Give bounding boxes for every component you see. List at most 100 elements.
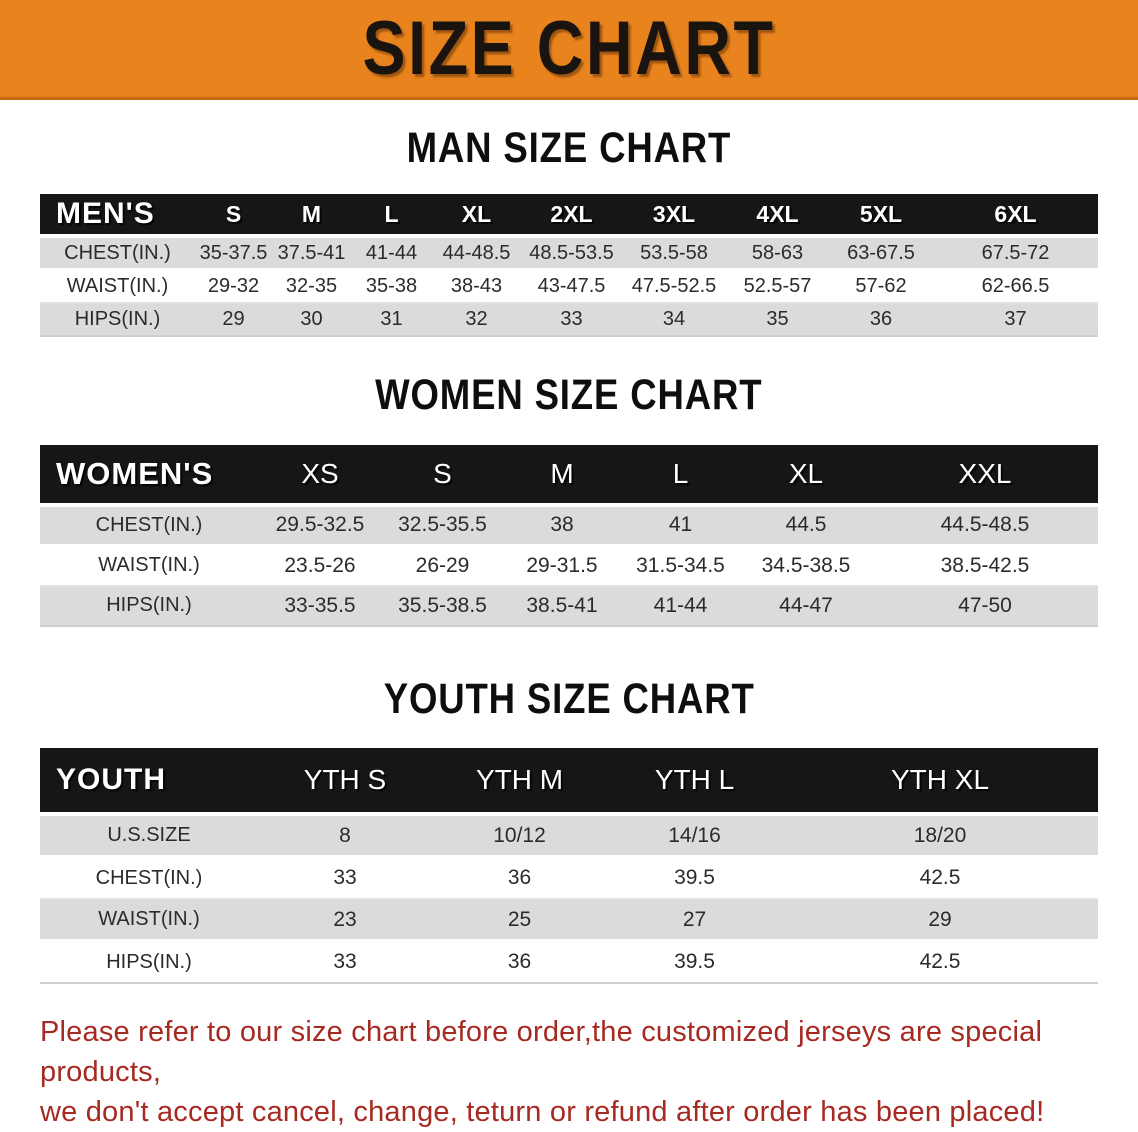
- size-cell: 47.5-52.5: [622, 271, 726, 305]
- size-cell: 23.5-26: [258, 546, 382, 587]
- size-col-header: YTH M: [432, 748, 607, 817]
- row-label: CHEST(IN.): [40, 506, 258, 547]
- size-cell: 32.5-35.5: [382, 506, 503, 547]
- banner: SIZE CHART: [0, 0, 1138, 100]
- size-cell: 36: [432, 942, 607, 985]
- size-col-header: YTH L: [607, 748, 782, 817]
- size-cell: 18/20: [782, 816, 1098, 859]
- women-section-heading: WOMEN SIZE CHART: [0, 371, 1138, 420]
- size-col-header: XXL: [872, 444, 1098, 507]
- size-col-header: M: [272, 194, 351, 239]
- size-cell: 31: [351, 304, 432, 338]
- size-cell: 25: [432, 900, 607, 943]
- size-cell: 42.5: [782, 858, 1098, 901]
- youth-size-table: YOUTH YTH S YTH M YTH L YTH XL U.S.SIZE …: [40, 748, 1098, 985]
- size-col-header: XL: [432, 194, 521, 239]
- row-label: U.S.SIZE: [40, 816, 258, 859]
- size-cell: 14/16: [607, 816, 782, 859]
- size-col-header: 2XL: [521, 194, 622, 239]
- notice-line-2: we don't accept cancel, change, teturn o…: [40, 1096, 1045, 1129]
- row-label: HIPS(IN.): [40, 586, 258, 627]
- size-col-header: S: [382, 444, 503, 507]
- men-heading-text: MAN SIZE CHART: [406, 124, 732, 172]
- size-cell: 35-37.5: [195, 238, 272, 272]
- size-cell: 62-66.5: [933, 271, 1098, 305]
- size-cell: 29: [195, 304, 272, 338]
- size-cell: 41-44: [351, 238, 432, 272]
- size-cell: 38.5-42.5: [872, 546, 1098, 587]
- size-cell: 37: [933, 304, 1098, 338]
- row-label: WAIST(IN.): [40, 546, 258, 587]
- banner-title: SIZE CHART: [362, 5, 776, 91]
- men-chest-row: CHEST(IN.) 35-37.5 37.5-41 41-44 44-48.5…: [40, 238, 1098, 272]
- women-waist-row: WAIST(IN.) 23.5-26 26-29 29-31.5 31.5-34…: [40, 546, 1098, 587]
- size-cell: 35: [726, 304, 829, 338]
- men-group-label: MEN'S: [40, 194, 195, 239]
- youth-header-row: YOUTH YTH S YTH M YTH L YTH XL: [40, 748, 1098, 817]
- size-cell: 8: [258, 816, 432, 859]
- size-cell: 32: [432, 304, 521, 338]
- women-hips-row: HIPS(IN.) 33-35.5 35.5-38.5 38.5-41 41-4…: [40, 586, 1098, 627]
- youth-chest-row: CHEST(IN.) 33 36 39.5 42.5: [40, 858, 1098, 901]
- size-cell: 29-32: [195, 271, 272, 305]
- size-col-header: L: [351, 194, 432, 239]
- size-col-header: 5XL: [829, 194, 933, 239]
- size-cell: 38: [503, 506, 621, 547]
- size-cell: 32-35: [272, 271, 351, 305]
- size-cell: 33: [521, 304, 622, 338]
- size-cell: 44.5: [740, 506, 872, 547]
- youth-hips-row: HIPS(IN.) 33 36 39.5 42.5: [40, 942, 1098, 985]
- size-cell: 53.5-58: [622, 238, 726, 272]
- size-cell: 44-47: [740, 586, 872, 627]
- size-cell: 36: [432, 858, 607, 901]
- size-cell: 47-50: [872, 586, 1098, 627]
- size-cell: 30: [272, 304, 351, 338]
- youth-heading-text: YOUTH SIZE CHART: [383, 674, 755, 723]
- size-cell: 67.5-72: [933, 238, 1098, 272]
- women-size-table: WOMEN'S XS S M L XL XXL CHEST(IN.) 29.5-…: [40, 444, 1098, 627]
- size-col-header: XS: [258, 444, 382, 507]
- size-col-header: 4XL: [726, 194, 829, 239]
- size-cell: 33-35.5: [258, 586, 382, 627]
- size-cell: 44.5-48.5: [872, 506, 1098, 547]
- size-col-header: YTH S: [258, 748, 432, 817]
- row-label: HIPS(IN.): [40, 304, 195, 338]
- size-cell: 48.5-53.5: [521, 238, 622, 272]
- men-section-heading: MAN SIZE CHART: [0, 124, 1138, 173]
- size-col-header: M: [503, 444, 621, 507]
- size-cell: 41: [621, 506, 740, 547]
- size-cell: 39.5: [607, 942, 782, 985]
- size-col-header: S: [195, 194, 272, 239]
- size-cell: 41-44: [621, 586, 740, 627]
- row-label: WAIST(IN.): [40, 271, 195, 305]
- youth-waist-row: WAIST(IN.) 23 25 27 29: [40, 900, 1098, 943]
- size-cell: 37.5-41: [272, 238, 351, 272]
- size-cell: 34: [622, 304, 726, 338]
- size-cell: 43-47.5: [521, 271, 622, 305]
- size-cell: 29: [782, 900, 1098, 943]
- footer-notice: Please refer to our size chart before or…: [40, 1012, 1098, 1132]
- size-cell: 29.5-32.5: [258, 506, 382, 547]
- size-cell: 58-63: [726, 238, 829, 272]
- size-cell: 63-67.5: [829, 238, 933, 272]
- size-cell: 33: [258, 942, 432, 985]
- size-cell: 10/12: [432, 816, 607, 859]
- men-waist-row: WAIST(IN.) 29-32 32-35 35-38 38-43 43-47…: [40, 271, 1098, 305]
- size-cell: 42.5: [782, 942, 1098, 985]
- size-col-header: XL: [740, 444, 872, 507]
- size-cell: 52.5-57: [726, 271, 829, 305]
- size-cell: 39.5: [607, 858, 782, 901]
- youth-section-heading: YOUTH SIZE CHART: [0, 675, 1138, 724]
- size-cell: 23: [258, 900, 432, 943]
- size-col-header: 6XL: [933, 194, 1098, 239]
- size-cell: 33: [258, 858, 432, 901]
- size-cell: 44-48.5: [432, 238, 521, 272]
- size-cell: 36: [829, 304, 933, 338]
- youth-group-label: YOUTH: [40, 748, 258, 817]
- size-cell: 38.5-41: [503, 586, 621, 627]
- size-cell: 57-62: [829, 271, 933, 305]
- men-hips-row: HIPS(IN.) 29 30 31 32 33 34 35 36 37: [40, 304, 1098, 338]
- row-label: CHEST(IN.): [40, 238, 195, 272]
- men-header-row: MEN'S S M L XL 2XL 3XL 4XL 5XL 6XL: [40, 194, 1098, 239]
